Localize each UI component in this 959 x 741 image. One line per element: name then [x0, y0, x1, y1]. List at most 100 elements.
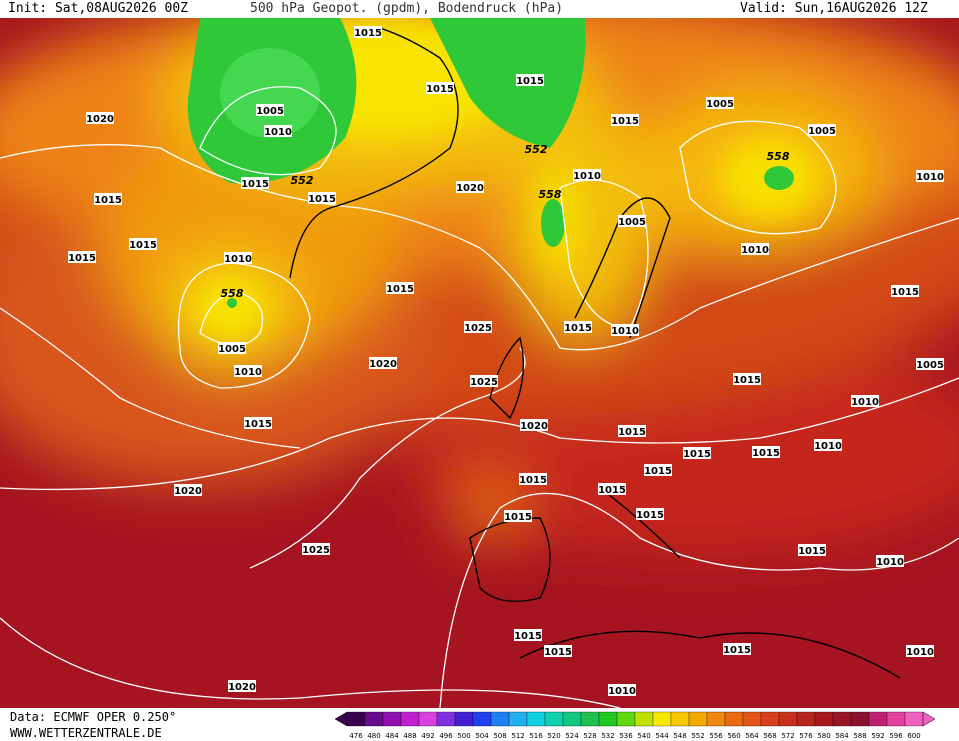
colorbar-swatch — [670, 711, 690, 727]
isobar-label: 1010 — [264, 127, 292, 138]
colorbar-swatch — [706, 711, 726, 727]
isobar-label-bg — [456, 181, 484, 193]
isobar-label-bg — [302, 543, 330, 555]
isobar-label-bg — [906, 645, 934, 657]
isobar-label-bg — [264, 125, 292, 137]
isobar-label: 1005 — [808, 126, 836, 137]
isobar-label: 1010 — [224, 254, 252, 265]
colorbar-swatch — [364, 711, 384, 727]
isobar-label-bg — [516, 74, 544, 86]
colorbar-label: 500 — [457, 732, 470, 740]
colorbar-swatch — [580, 711, 600, 727]
isobar-label-bg — [544, 645, 572, 657]
colorbar-label: 544 — [655, 732, 669, 740]
isobar-label-bg — [514, 629, 542, 641]
isobar-label: 1020 — [174, 486, 202, 497]
isobar-label-bg — [244, 417, 272, 429]
colorbar-label: 520 — [547, 732, 560, 740]
isobar-label: 1015 — [241, 179, 269, 190]
colorbar-swatch — [868, 711, 888, 727]
colorbar-label: 484 — [385, 732, 399, 740]
isobar-label-bg — [814, 439, 842, 451]
isobar-label-bg — [224, 252, 252, 264]
isobar-label-bg — [808, 124, 836, 136]
isobar-label-bg — [851, 395, 879, 407]
isobar-label: 1010 — [611, 326, 639, 337]
isobar-label-bg — [636, 508, 664, 520]
colorbar-arrow — [335, 711, 348, 727]
isobar-label-bg — [520, 419, 548, 431]
colorbar-label: 524 — [565, 732, 579, 740]
isobar-label-bg — [876, 555, 904, 567]
colorbar-swatch — [832, 711, 852, 727]
geopotential-label: 558 — [221, 287, 244, 300]
isobar-label: 1015 — [618, 427, 646, 438]
colorbar-label: 576 — [799, 732, 813, 740]
colorbar-swatch — [454, 711, 474, 727]
isobar-label-bg — [369, 357, 397, 369]
isobar-label-bg — [741, 243, 769, 255]
isobar-label: 1015 — [733, 375, 761, 386]
isobar-label-bg — [752, 446, 780, 458]
isobar-label: 1005 — [916, 360, 944, 371]
isobar-label: 1010 — [234, 367, 262, 378]
colorbar-label: 560 — [727, 732, 740, 740]
isobar-label: 1020 — [369, 359, 397, 370]
colorbar-label: 564 — [745, 732, 759, 740]
colorbar-label: 536 — [619, 732, 633, 740]
isobar-label: 1015 — [129, 240, 157, 251]
colorbar-swatch — [904, 711, 924, 727]
isobar-label: 1005 — [256, 106, 284, 117]
colorbar-label: 492 — [421, 732, 434, 740]
isobar-label: 1015 — [514, 631, 542, 642]
isobars — [0, 86, 959, 708]
isobar-label-bg — [706, 97, 734, 109]
colorbar-label: 540 — [637, 732, 650, 740]
isobar-label: 1020 — [228, 682, 256, 693]
colorbar-label: 548 — [673, 732, 686, 740]
isobar-label-bg — [228, 680, 256, 692]
colorbar-label: 512 — [511, 732, 524, 740]
colorbar-swatch — [724, 711, 744, 727]
colorbar-label: 568 — [763, 732, 776, 740]
colorbar-label: 572 — [781, 732, 794, 740]
isobar-label: 1015 — [504, 512, 532, 523]
init-time: Init: Sat,08AUG2026 00Z — [8, 1, 189, 16]
isobar-label-bg — [470, 375, 498, 387]
isobar-label: 1015 — [519, 475, 547, 486]
colorbar-swatch — [814, 711, 834, 727]
geopotential-label: 558 — [539, 188, 562, 201]
colorbar-swatch — [526, 711, 546, 727]
colorbar-label: 488 — [403, 732, 416, 740]
isobar-label-bg — [733, 373, 761, 385]
isobar-label: 1015 — [544, 647, 572, 658]
isobar-label: 1010 — [608, 686, 636, 697]
colorbar-label: 588 — [853, 732, 866, 740]
isobar-label: 1015 — [386, 284, 414, 295]
colorbar-swatch — [850, 711, 870, 727]
isobar-label: 1005 — [618, 217, 646, 228]
colorbar: 476 480 484 488 492 496 500 504 508 512 516 520 524 5… — [335, 711, 936, 740]
colorbar-swatch — [652, 711, 672, 727]
isobar-label-bg — [129, 238, 157, 250]
isobar-label-bg — [573, 169, 601, 181]
isobar-label: 1015 — [683, 449, 711, 460]
isobar-label: 1015 — [516, 76, 544, 87]
isobar-label: 1015 — [68, 253, 96, 264]
isobar-label-bg — [174, 484, 202, 496]
isobar-label-bg — [611, 324, 639, 336]
isobar-label: 1015 — [598, 485, 626, 496]
isobar-label-bg — [798, 544, 826, 556]
geopotential-label: 558 — [767, 150, 790, 163]
isobar-label: 1020 — [456, 183, 484, 194]
isobar-label-bg — [308, 192, 336, 204]
isobar-label: 1025 — [470, 377, 498, 388]
isobar-label: 1015 — [564, 323, 592, 334]
coastlines — [289, 27, 901, 679]
colorbar-swatch — [598, 711, 618, 727]
colorbar-label: 504 — [475, 732, 489, 740]
colorbar-label: 592 — [871, 732, 884, 740]
isobar-label-bg — [86, 112, 114, 124]
isobar-label-bg — [608, 684, 636, 696]
